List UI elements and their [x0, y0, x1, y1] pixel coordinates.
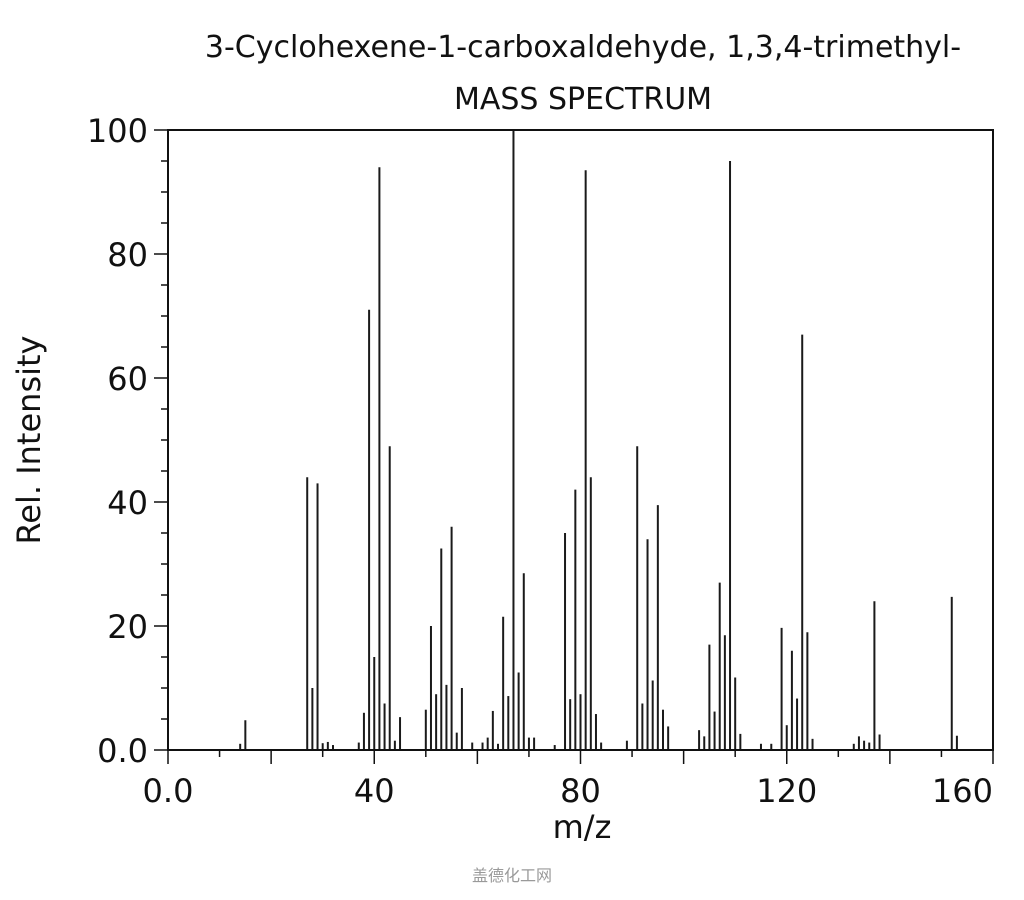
y-tick-label: 100: [87, 112, 148, 150]
y-tick-labels: 0.0 20 40 60 80 100: [87, 112, 148, 770]
watermark: 盖德化工网: [472, 866, 552, 885]
y-axis-label: Rel. Intensity: [10, 336, 48, 545]
y-tick-label: 40: [107, 484, 148, 522]
x-tick-label: 0.0: [143, 772, 194, 810]
chart-subtitle: MASS SPECTRUM: [454, 82, 712, 117]
peaks-group: [239, 130, 958, 750]
x-tick-label: 160: [932, 772, 993, 810]
x-tick-labels: 0.0 40 80 120 160: [143, 772, 993, 810]
chart-title: 3-Cyclohexene-1-carboxaldehyde, 1,3,4-tr…: [205, 30, 961, 65]
x-tick-label: 80: [560, 772, 601, 810]
y-tick-label: 80: [107, 236, 148, 274]
x-axis-label: m/z: [553, 808, 612, 846]
y-tick-label: 0.0: [97, 732, 148, 770]
plot-frame: [167, 129, 994, 751]
axis-ticks: [154, 129, 994, 764]
x-tick-label: 120: [756, 772, 817, 810]
x-tick-label: 40: [354, 772, 395, 810]
y-tick-label: 20: [107, 608, 148, 646]
y-tick-label: 60: [107, 360, 148, 398]
